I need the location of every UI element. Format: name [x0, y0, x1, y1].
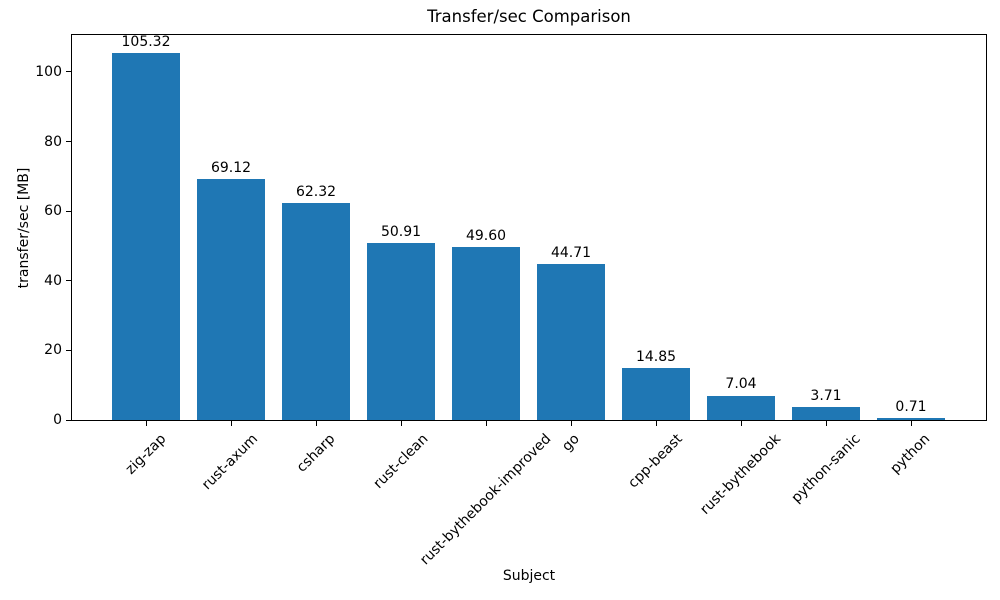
bar [792, 407, 860, 420]
x-tick-label: rust-bythebook-improved [417, 431, 555, 569]
bar [112, 53, 180, 420]
y-tick-mark [66, 210, 71, 212]
x-tick-mark [825, 421, 827, 426]
x-tick-label: zig-zap [122, 431, 169, 478]
y-tick-label: 60 [44, 203, 62, 220]
x-tick-mark [910, 421, 912, 426]
bar-value-label: 0.71 [895, 398, 927, 415]
bar [707, 395, 775, 420]
bar-value-label: 3.71 [810, 388, 842, 405]
x-tick-label: cpp-beast [625, 431, 687, 492]
bar-value-label: 105.32 [121, 34, 171, 51]
x-tick-mark [740, 421, 742, 426]
x-tick-mark [570, 421, 572, 426]
bar-value-label: 7.04 [725, 376, 757, 393]
y-tick-mark [66, 419, 71, 421]
y-tick-label: 100 [35, 63, 62, 80]
x-tick-mark [315, 421, 317, 426]
x-tick-mark [145, 421, 147, 426]
bar-value-label: 14.85 [635, 349, 677, 366]
y-tick-label: 40 [44, 272, 62, 289]
x-tick-label: rust-bythebook [697, 431, 784, 518]
chart-title: Transfer/sec Comparison [427, 7, 631, 26]
x-tick-mark [230, 421, 232, 426]
y-tick-label: 80 [44, 133, 62, 150]
bar [282, 203, 350, 420]
x-tick-label: go [559, 431, 583, 455]
bar-value-label: 69.12 [210, 160, 252, 177]
bar-value-label: 62.32 [295, 184, 337, 201]
y-tick-mark [66, 349, 71, 351]
bar [622, 368, 690, 420]
y-tick-mark [66, 141, 71, 143]
bar-value-label: 49.60 [465, 228, 507, 245]
bar [197, 179, 265, 420]
x-tick-mark [400, 421, 402, 426]
bar [452, 247, 520, 420]
x-tick-mark [655, 421, 657, 426]
y-tick-mark [66, 71, 71, 73]
x-tick-label: python-sanic [788, 431, 864, 507]
bar [877, 417, 945, 420]
x-tick-label: rust-clean [370, 431, 432, 492]
y-axis-label: transfer/sec [MB] [16, 167, 32, 289]
bar-value-label: 44.71 [550, 245, 592, 262]
x-tick-label: csharp [293, 431, 339, 476]
x-axis-label: Subject [502, 568, 556, 584]
bar [367, 242, 435, 420]
y-tick-label: 20 [44, 342, 62, 359]
y-tick-label: 0 [53, 412, 62, 428]
x-tick-label: rust-axum [199, 431, 262, 494]
x-tick-mark [485, 421, 487, 426]
bar [537, 264, 605, 420]
bar-value-label: 50.91 [380, 223, 422, 240]
y-tick-mark [66, 280, 71, 282]
plot-area [71, 34, 987, 421]
x-tick-label: python [887, 431, 934, 477]
